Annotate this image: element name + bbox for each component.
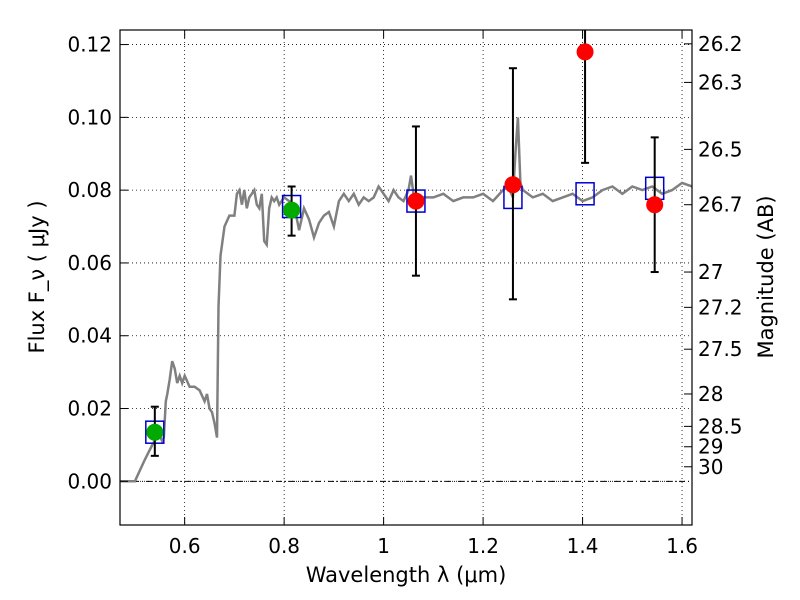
right-tick-label: 26.5 — [698, 137, 743, 161]
photometry-point — [407, 192, 425, 210]
data-markers — [145, 30, 665, 457]
right-tick-label: 29 — [698, 435, 723, 459]
photometry-point — [283, 201, 301, 219]
grid — [120, 30, 692, 525]
y-tick-label: 0.06 — [67, 251, 112, 275]
y-tick-label: 0.02 — [67, 397, 112, 421]
right-tick-label: 26.7 — [698, 193, 743, 217]
right-tick-label: 28 — [698, 382, 723, 406]
x-axis-title: Wavelength λ (μm) — [306, 563, 507, 587]
x-tick-label: 1.4 — [567, 534, 599, 558]
model-photometry-square — [575, 182, 595, 206]
x-tick-label: 0.8 — [268, 534, 300, 558]
right-axis-title: Magnitude (AB) — [754, 195, 778, 358]
x-tick-label: 0.6 — [169, 534, 201, 558]
photometry-point — [646, 196, 664, 214]
y-tick-label: 0.08 — [67, 178, 112, 202]
right-tick-label: 27.2 — [698, 295, 743, 319]
right-tick-label: 27 — [698, 260, 723, 284]
y-tick-label: 0.04 — [67, 324, 112, 348]
y-tick-label: 0.00 — [67, 469, 112, 493]
y-tick-label: 0.10 — [67, 105, 112, 129]
axis-ticks: 0.6 0.8 1 1.2 1.4 1.6 0.00 0.02 0.04 0.06 0.08 0.10… — [67, 30, 743, 558]
right-tick-label: 26.2 — [698, 32, 743, 56]
photometry-point — [504, 176, 522, 194]
right-tick-label: 27.5 — [698, 337, 743, 361]
plot-area — [120, 30, 692, 525]
x-tick-label: 1.2 — [467, 534, 499, 558]
right-tick-label: 28.5 — [698, 414, 743, 438]
right-tick-label: 30 — [698, 455, 723, 479]
y-tick-label: 0.12 — [67, 33, 112, 57]
photometry-point — [576, 43, 594, 61]
y-axis-title: Flux F_ν ( μJy ) — [25, 200, 50, 353]
x-tick-label: 1.6 — [666, 534, 698, 558]
x-tick-label: 1 — [377, 534, 390, 558]
right-tick-label: 26.3 — [698, 70, 743, 94]
plot-frame — [119, 29, 693, 526]
photometry-point — [146, 423, 164, 441]
